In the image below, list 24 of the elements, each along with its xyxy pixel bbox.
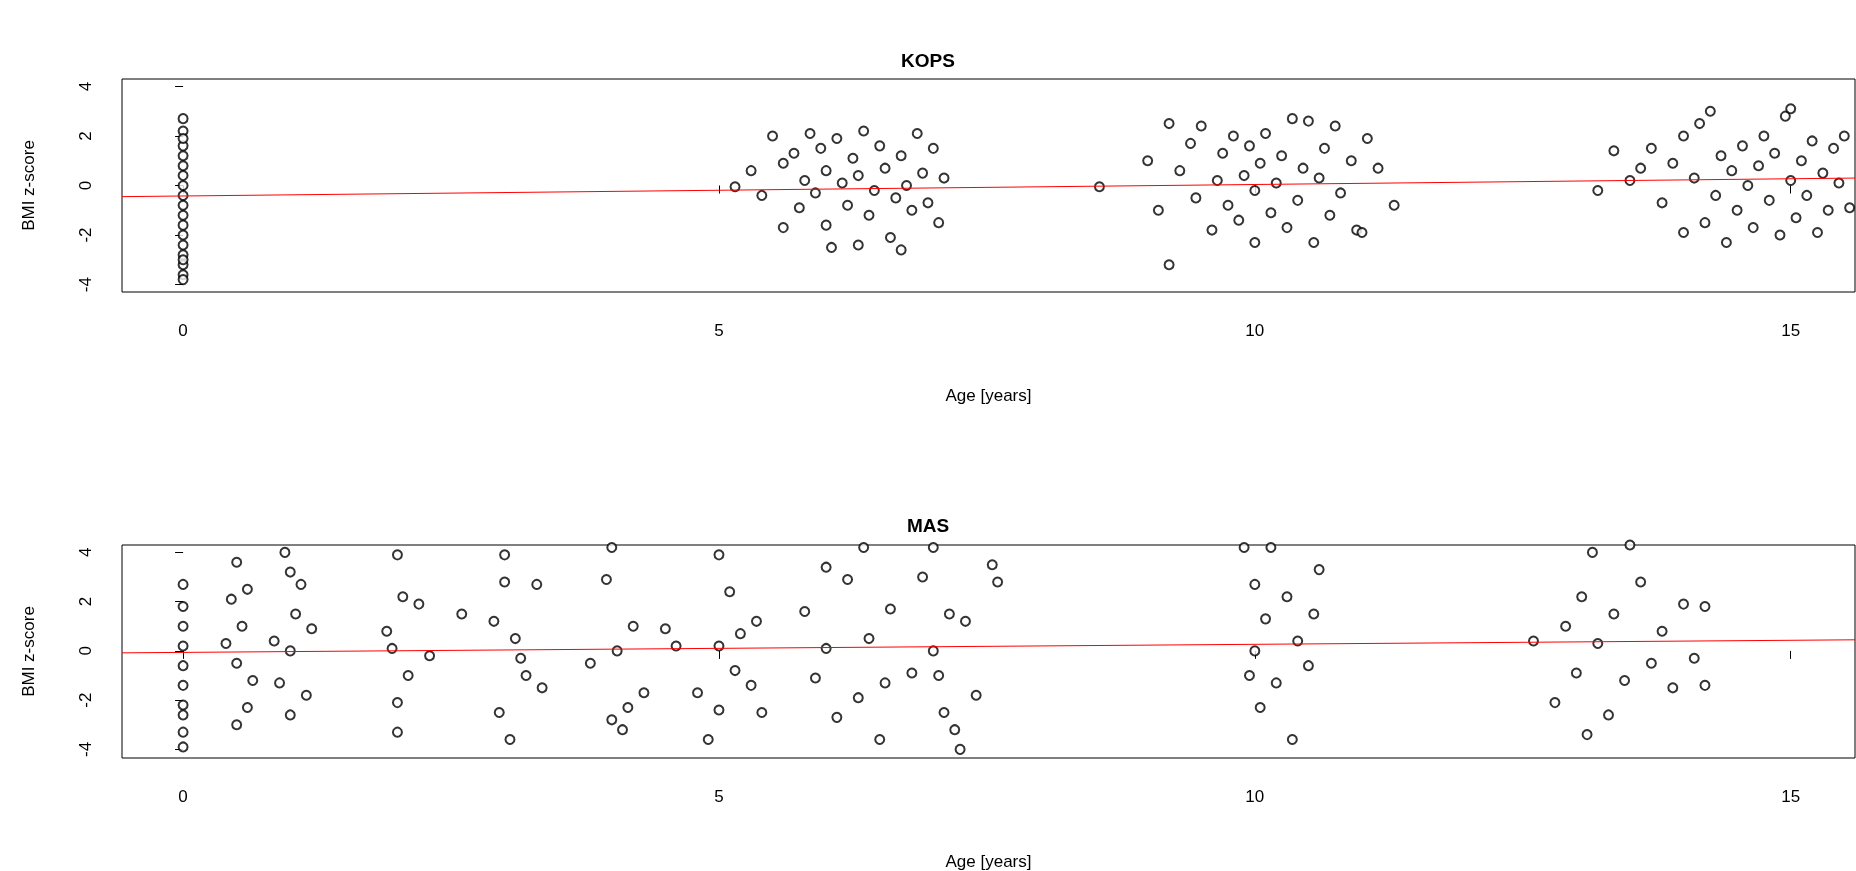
x-tick-label: 10 xyxy=(1245,787,1265,806)
x-axis-title: Age [years] xyxy=(945,852,1032,871)
x-tick-label: 10 xyxy=(1245,321,1265,340)
x-tick-label: 15 xyxy=(1781,321,1801,340)
x-tick-label: 0 xyxy=(178,321,188,340)
y-tick-label: -2 xyxy=(76,227,95,243)
y-tick-label: 2 xyxy=(76,131,95,141)
y-tick-label: 2 xyxy=(76,596,95,607)
chart-title: KOPS xyxy=(901,50,955,71)
y-tick-label: 0 xyxy=(76,646,95,656)
y-tick-label: 4 xyxy=(76,81,95,92)
chart-title: MAS xyxy=(906,515,950,536)
y-tick-label: 4 xyxy=(76,547,95,558)
y-axis-title: BMI z-score xyxy=(19,140,38,231)
y-axis-title: BMI z-score xyxy=(19,606,38,697)
y-tick-label: -2 xyxy=(76,692,95,708)
x-tick-label: 5 xyxy=(714,321,724,340)
y-tick-label: 0 xyxy=(76,180,95,191)
x-tick-label: 15 xyxy=(1781,787,1801,806)
x-axis-title: Age [years] xyxy=(945,386,1032,405)
y-tick-label: -4 xyxy=(76,741,95,757)
x-tick-label: 0 xyxy=(178,787,188,806)
y-tick-label: -4 xyxy=(76,277,95,293)
x-tick-label: 5 xyxy=(714,787,724,806)
